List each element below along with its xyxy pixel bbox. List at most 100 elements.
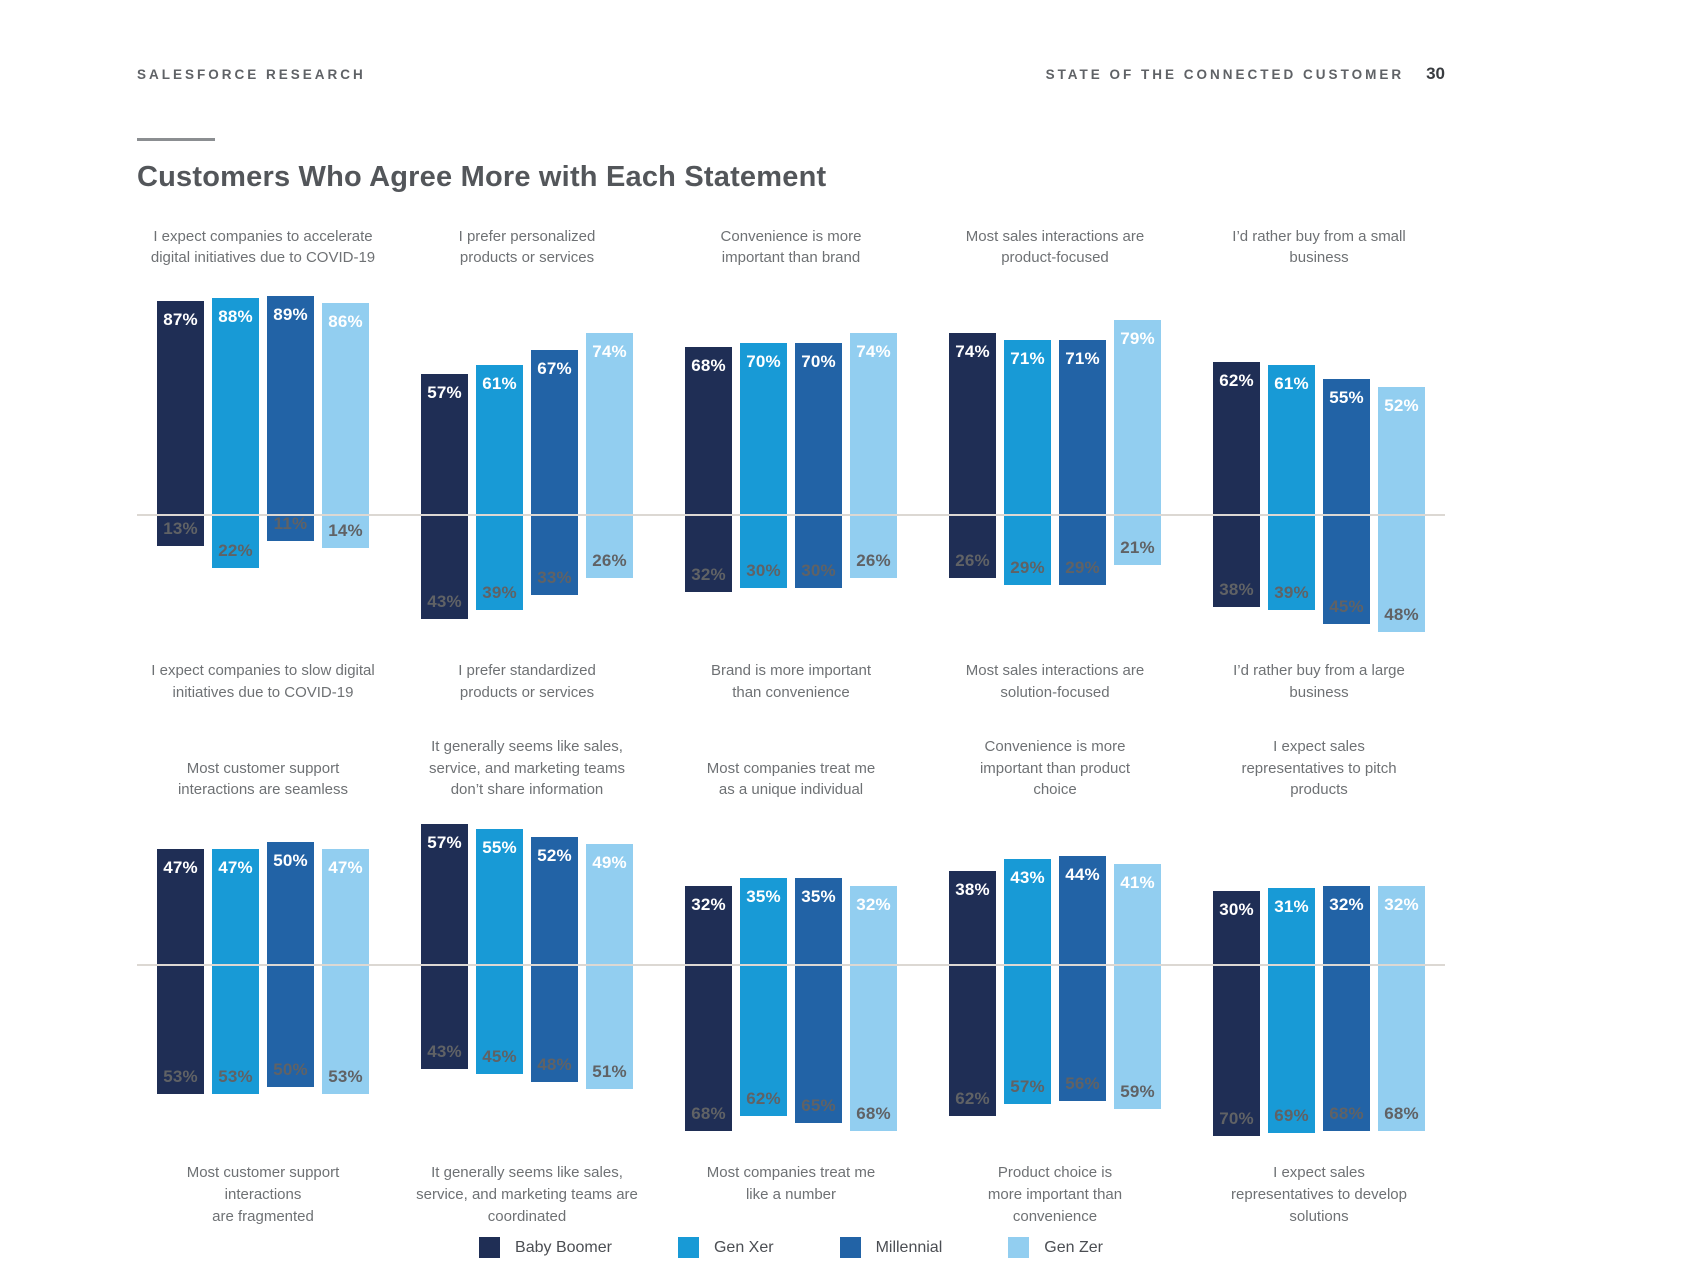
- legend-swatch-baby-boomer: [479, 1237, 501, 1259]
- value-bottom-gen-zer: 53%: [328, 1066, 363, 1086]
- bar-group-8: 32% 68% 35% 62% 35% 65% 32% 68%: [685, 814, 897, 1148]
- value-top-millennial: 50%: [273, 850, 308, 870]
- value-top-baby-boomer: 68%: [691, 356, 726, 376]
- value-top-gen-zer: 79%: [1120, 329, 1155, 349]
- bar-millennial: 67% 33%: [531, 349, 578, 595]
- bar-gen-zer: 41% 59%: [1114, 863, 1161, 1109]
- value-top-gen-zer: 32%: [1384, 894, 1419, 914]
- title-rule: [137, 138, 215, 141]
- statement-bottom-6: Most customer support interactions are f…: [186, 1164, 340, 1225]
- value-bottom-millennial: 33%: [537, 567, 572, 587]
- statement-top-5: I’d rather buy from a small business: [1232, 227, 1406, 267]
- bar-group-3: 68% 32% 70% 30% 70% 30% 74% 26%: [685, 282, 897, 646]
- value-bottom-baby-boomer: 68%: [691, 1103, 726, 1123]
- statement-top-2: I prefer personalized products or servic…: [458, 227, 596, 267]
- statement-panel-8: Most companies treat me as a unique indi…: [665, 736, 917, 1227]
- statement-panel-10: I expect sales representatives to pitch …: [1193, 736, 1445, 1227]
- bar-millennial: 71% 29%: [1059, 340, 1106, 586]
- chart-title: Customers Who Agree More with Each State…: [137, 161, 827, 193]
- bar-gen-zer: 74% 26%: [586, 332, 633, 578]
- value-top-gen-xer: 61%: [1274, 373, 1309, 393]
- value-bottom-gen-xer: 45%: [482, 1047, 517, 1067]
- value-top-baby-boomer: 38%: [955, 879, 990, 899]
- statement-top-4: Most sales interactions are product-focu…: [965, 227, 1145, 267]
- value-bottom-gen-zer: 68%: [1384, 1103, 1419, 1123]
- legend-label-gen-xer: Gen Xer: [713, 1238, 774, 1256]
- bar-gen-zer: 79% 21%: [1114, 320, 1161, 566]
- value-bottom-baby-boomer: 43%: [427, 592, 462, 612]
- value-bottom-baby-boomer: 38%: [1219, 580, 1254, 600]
- value-bottom-gen-xer: 29%: [1010, 558, 1045, 578]
- bar-group-6: 47% 53% 47% 53% 50% 50% 47% 53%: [157, 814, 369, 1148]
- legend-swatch-millennial: [839, 1237, 861, 1259]
- value-top-baby-boomer: 32%: [691, 894, 726, 914]
- bar-gen-xer: 70% 30%: [740, 342, 787, 588]
- statement-bottom-2: I prefer standardized products or servic…: [458, 662, 596, 701]
- bar-millennial: 44% 56%: [1059, 856, 1106, 1102]
- value-top-gen-zer: 74%: [592, 341, 627, 361]
- statement-panel-2: I prefer personalized products or servic…: [401, 224, 653, 710]
- value-bottom-gen-zer: 26%: [856, 550, 891, 570]
- value-top-baby-boomer: 74%: [955, 341, 990, 361]
- value-top-gen-xer: 47%: [218, 857, 253, 877]
- bar-group-1: 87% 13% 88% 22% 89% 11% 86% 14%: [157, 282, 369, 646]
- bar-group-4: 74% 26% 71% 29% 71% 29% 79% 21%: [949, 282, 1161, 646]
- value-bottom-millennial: 68%: [1329, 1103, 1364, 1123]
- value-top-baby-boomer: 62%: [1219, 371, 1254, 391]
- value-top-gen-zer: 47%: [328, 857, 363, 877]
- statement-top-10: I expect sales representatives to pitch …: [1241, 737, 1397, 799]
- baseline-row-1: [137, 514, 1445, 516]
- bar-group-9: 38% 62% 43% 57% 44% 56% 41% 59%: [949, 814, 1161, 1148]
- legend-item-baby-boomer: Baby Boomer: [479, 1237, 612, 1259]
- value-top-gen-xer: 61%: [482, 373, 517, 393]
- value-bottom-gen-xer: 57%: [1010, 1076, 1045, 1096]
- bar-gen-xer: 61% 39%: [1268, 364, 1315, 610]
- statement-top-7: It generally seems like sales, service, …: [429, 737, 625, 799]
- bar-millennial: 52% 48%: [531, 836, 578, 1082]
- bar-gen-xer: 35% 62%: [740, 878, 787, 1116]
- bar-gen-xer: 61% 39%: [476, 364, 523, 610]
- value-top-gen-xer: 70%: [746, 351, 781, 371]
- report-page: SALESFORCE RESEARCH STATE OF THE CONNECT…: [137, 64, 1445, 1259]
- bar-millennial: 70% 30%: [795, 342, 842, 588]
- statement-bottom-5: I’d rather buy from a large business: [1233, 662, 1405, 701]
- value-top-gen-zer: 52%: [1384, 395, 1419, 415]
- bar-group-7: 57% 43% 55% 45% 52% 48% 49% 51%: [421, 814, 633, 1148]
- bar-millennial: 35% 65%: [795, 878, 842, 1124]
- value-bottom-millennial: 30%: [801, 560, 836, 580]
- value-top-millennial: 70%: [801, 351, 836, 371]
- bar-millennial: 55% 45%: [1323, 379, 1370, 625]
- panel-strip-row-2: Most customer support interactions are s…: [137, 736, 1445, 1227]
- value-top-millennial: 67%: [537, 358, 572, 378]
- value-top-gen-zer: 49%: [592, 852, 627, 872]
- value-bottom-baby-boomer: 32%: [691, 565, 726, 585]
- statement-top-9: Convenience is more important than produ…: [979, 737, 1131, 799]
- statement-panel-3: Convenience is more important than brand…: [665, 224, 917, 710]
- statement-panel-9: Convenience is more important than produ…: [929, 736, 1181, 1227]
- legend-label-baby-boomer: Baby Boomer: [515, 1238, 612, 1256]
- value-top-gen-zer: 74%: [856, 341, 891, 361]
- legend-label-gen-zer: Gen Zer: [1044, 1238, 1103, 1256]
- bar-group-2: 57% 43% 61% 39% 67% 33% 74% 26%: [421, 282, 633, 646]
- statement-panel-7: It generally seems like sales, service, …: [401, 736, 653, 1227]
- chart-row-2: Most customer support interactions are s…: [137, 736, 1445, 1227]
- value-top-gen-xer: 35%: [746, 887, 781, 907]
- value-bottom-baby-boomer: 26%: [955, 550, 990, 570]
- bar-gen-zer: 86% 14%: [322, 303, 369, 549]
- bar-baby-boomer: 57% 43%: [421, 824, 468, 1070]
- value-top-gen-xer: 31%: [1274, 897, 1309, 917]
- baseline-row-2: [137, 964, 1445, 966]
- value-bottom-gen-xer: 62%: [746, 1088, 781, 1108]
- legend-swatch-gen-zer: [1008, 1237, 1030, 1259]
- bar-baby-boomer: 38% 62%: [949, 870, 996, 1116]
- value-bottom-gen-xer: 22%: [218, 540, 253, 560]
- statement-bottom-3: Brand is more important than convenience: [710, 662, 872, 701]
- value-top-gen-zer: 32%: [856, 894, 891, 914]
- chart-legend: Baby Boomer Gen Xer Millennial Gen Zer: [137, 1237, 1445, 1259]
- bar-gen-xer: 43% 57%: [1004, 858, 1051, 1104]
- running-head-title: STATE OF THE CONNECTED CUSTOMER: [1045, 67, 1405, 82]
- page-number: 30: [1426, 64, 1445, 83]
- value-top-baby-boomer: 47%: [163, 857, 198, 877]
- value-top-baby-boomer: 57%: [427, 833, 462, 853]
- statement-panel-6: Most customer support interactions are s…: [137, 736, 389, 1227]
